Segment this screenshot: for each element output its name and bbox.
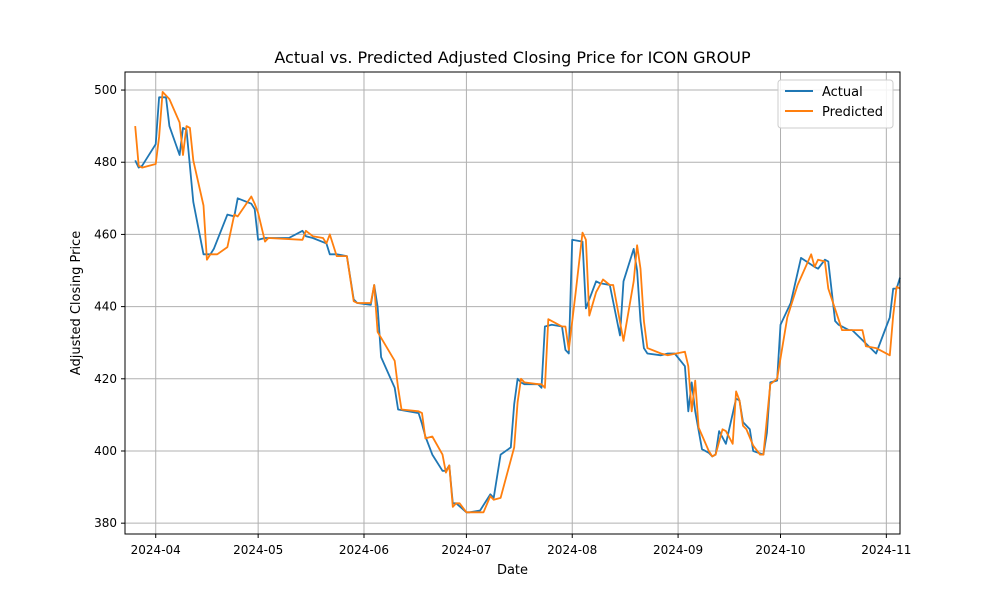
y-tick-label: 420	[94, 372, 117, 386]
y-tick-label: 380	[94, 516, 117, 530]
plot-frame	[124, 71, 901, 535]
x-tick-label: 2024-07	[441, 543, 491, 557]
x-tick-label: 2024-05	[233, 543, 283, 557]
x-tick-label: 2024-09	[653, 543, 703, 557]
series-layer	[134, 91, 901, 514]
x-tick-label: 2024-10	[755, 543, 805, 557]
y-tick-label: 440	[94, 300, 117, 314]
x-tick-label: 2024-11	[861, 543, 911, 557]
y-axis-label: Adjusted Closing Price	[69, 231, 84, 375]
chart-title: Actual vs. Predicted Adjusted Closing Pr…	[274, 48, 751, 67]
series-line-actual	[134, 96, 901, 514]
legend-label-predicted: Predicted	[822, 105, 883, 120]
y-tick-label: 500	[94, 83, 117, 97]
x-tick-label: 2024-04	[131, 543, 181, 557]
x-axis-label: Date	[497, 563, 528, 578]
y-tick-label: 480	[94, 155, 117, 169]
y-axis: 380 400 420 440 460 480 500	[94, 83, 125, 530]
y-tick-label: 400	[94, 444, 117, 458]
x-tick-label: 2024-06	[339, 543, 389, 557]
x-axis: 2024-04 2024-05 2024-06 2024-07 2024-08 2024-…	[131, 534, 911, 557]
legend-label-actual: Actual	[822, 85, 863, 100]
legend: Actual Predicted	[777, 79, 894, 129]
series-line-predicted	[134, 91, 901, 514]
y-tick-label: 460	[94, 227, 117, 241]
x-tick-label: 2024-08	[547, 543, 597, 557]
